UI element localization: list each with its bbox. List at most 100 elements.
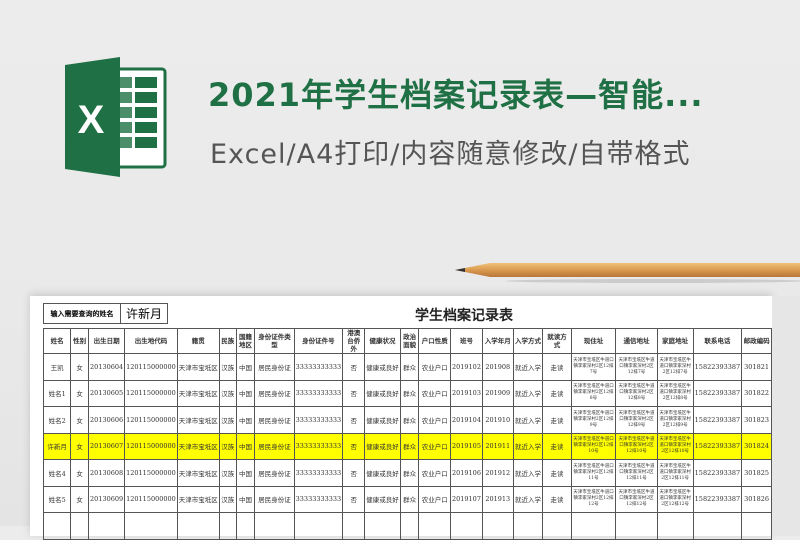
table-cell[interactable]: 天津市宝坻区牛道口镇李家深村2区12排9号 [656, 406, 694, 434]
table-cell[interactable]: 天津市宝坻区 [176, 406, 220, 434]
table-cell[interactable]: 天津市宝坻区 [176, 459, 220, 487]
table-cell[interactable]: 天津市宝坻区 [176, 485, 220, 513]
table-cell[interactable]: 健康或良好 [364, 459, 401, 487]
table-cell[interactable]: 中国 [235, 406, 256, 434]
table-cell[interactable]: 201913 [481, 485, 514, 513]
table-cell[interactable]: 20130608 [88, 459, 126, 487]
table-cell[interactable]: 33333333333 [293, 353, 344, 381]
table-cell[interactable]: 健康或良好 [364, 379, 401, 407]
table-cell[interactable]: 天津市宝坻区 [176, 353, 220, 381]
table-cell[interactable]: 301825 [741, 459, 772, 487]
table-cell[interactable]: 33333333333 [293, 459, 344, 487]
table-cell[interactable]: 301824 [741, 432, 772, 460]
table-cell[interactable]: 天津市宝坻区牛道口镇李家深村2区12排11号 [656, 459, 694, 487]
table-cell[interactable]: 群众 [399, 406, 420, 434]
table-cell[interactable]: 天津市宝坻区牛道口镇李家深村2区12排9号 [570, 406, 617, 434]
table-cell[interactable]: 否 [342, 379, 366, 407]
table-cell[interactable]: 33333333333 [293, 379, 344, 407]
table-cell[interactable]: 天津市宝坻区牛道口镇李家深村2区12排7号 [570, 353, 617, 381]
table-cell[interactable]: 居民身份证 [254, 353, 295, 381]
table-cell[interactable]: 2019105 [450, 432, 483, 460]
table-cell[interactable]: 姓名1 [42, 379, 72, 407]
table-cell[interactable]: 农业户口 [418, 353, 451, 381]
table-cell[interactable]: 120115000000 [124, 406, 178, 434]
table-cell[interactable]: 否 [342, 459, 366, 487]
table-cell[interactable]: 15822393387 [692, 406, 743, 434]
table-cell[interactable]: 120115000000 [124, 379, 178, 407]
table-cell[interactable]: 天津市宝坻区牛道口镇李家深村2区12排10号 [615, 432, 658, 460]
table-cell[interactable]: 女 [70, 485, 90, 513]
query-input[interactable]: 许新月 [125, 307, 162, 321]
table-cell[interactable]: 农业户口 [418, 379, 451, 407]
table-cell[interactable]: 姓名4 [42, 459, 72, 487]
table-cell[interactable]: 居民身份证 [254, 432, 295, 460]
table-cell[interactable]: 120115000000 [124, 353, 178, 381]
table-cell[interactable]: 居民身份证 [254, 406, 295, 434]
table-cell[interactable]: 群众 [399, 485, 420, 513]
table-cell[interactable]: 群众 [399, 432, 420, 460]
table-cell[interactable]: 201912 [481, 459, 514, 487]
table-cell[interactable]: 健康或良好 [364, 432, 401, 460]
table-cell[interactable]: 否 [342, 406, 366, 434]
table-cell[interactable]: 201908 [481, 353, 514, 381]
table-cell[interactable]: 120115000000 [124, 459, 178, 487]
table-cell[interactable]: 301821 [741, 353, 772, 381]
table-cell[interactable]: 15822393387 [692, 432, 743, 460]
table-cell[interactable]: 20130604 [88, 353, 126, 381]
table-cell[interactable]: 否 [342, 432, 366, 460]
table-cell[interactable]: 姓名5 [42, 485, 72, 513]
table-cell[interactable]: 汉族 [218, 459, 237, 487]
table-cell[interactable]: 15822393387 [692, 485, 743, 513]
table-cell[interactable]: 中国 [235, 432, 256, 460]
table-cell[interactable]: 33333333333 [293, 432, 344, 460]
table-cell[interactable]: 天津市宝坻区牛道口镇李家深村2区12排11号 [615, 459, 658, 487]
table-cell[interactable]: 就近入学 [512, 353, 544, 381]
table-cell[interactable]: 天津市宝坻区牛道口镇李家深村2区12排8号 [570, 379, 617, 407]
table-cell[interactable]: 走读 [542, 353, 572, 381]
table-cell[interactable]: 就近入学 [512, 485, 544, 513]
table-cell[interactable]: 居民身份证 [254, 459, 295, 487]
table-cell[interactable]: 健康或良好 [364, 353, 401, 381]
table-cell[interactable]: 居民身份证 [254, 379, 295, 407]
table-cell[interactable]: 天津市宝坻区牛道口镇李家深村2区12排12号 [570, 485, 617, 513]
table-cell[interactable]: 15822393387 [692, 459, 743, 487]
table-cell[interactable]: 天津市宝坻区牛道口镇李家深村2区12排11号 [570, 459, 617, 487]
table-cell[interactable]: 20130605 [88, 379, 126, 407]
table-cell[interactable]: 天津市宝坻区 [176, 432, 220, 460]
table-cell[interactable]: 健康或良好 [364, 406, 401, 434]
table-cell[interactable]: 群众 [399, 353, 420, 381]
table-cell[interactable]: 301823 [741, 406, 772, 434]
table-cell[interactable]: 33333333333 [293, 485, 344, 513]
table-cell[interactable]: 群众 [399, 379, 420, 407]
table-cell[interactable]: 天津市宝坻区 [176, 379, 220, 407]
table-cell[interactable]: 中国 [235, 459, 256, 487]
table-cell[interactable]: 农业户口 [418, 406, 451, 434]
table-cell[interactable]: 天津市宝坻区牛道口镇李家深村2区12排8号 [615, 379, 658, 407]
table-cell[interactable]: 2019107 [450, 485, 483, 513]
table-cell[interactable]: 天津市宝坻区牛道口镇李家深村2区12排7号 [656, 353, 694, 381]
table-cell[interactable]: 姓名2 [42, 406, 72, 434]
table-cell[interactable]: 301826 [741, 485, 772, 513]
table-cell[interactable]: 120115000000 [124, 485, 178, 513]
table-cell[interactable]: 许新月 [42, 432, 72, 460]
table-cell[interactable]: 汉族 [218, 406, 237, 434]
table-cell[interactable]: 走读 [542, 485, 572, 513]
table-cell[interactable]: 2019106 [450, 459, 483, 487]
table-cell[interactable]: 201909 [481, 379, 514, 407]
table-cell[interactable]: 120115000000 [124, 432, 178, 460]
table-cell[interactable]: 否 [342, 353, 366, 381]
table-cell[interactable]: 15822393387 [692, 353, 743, 381]
table-cell[interactable]: 20130609 [88, 485, 126, 513]
table-cell[interactable]: 天津市宝坻区牛道口镇李家深村2区12排7号 [615, 353, 658, 381]
table-cell[interactable]: 就近入学 [512, 432, 544, 460]
table-cell[interactable]: 群众 [399, 459, 420, 487]
table-cell[interactable]: 天津市宝坻区牛道口镇李家深村2区12排8号 [656, 379, 694, 407]
table-cell[interactable]: 女 [70, 379, 90, 407]
table-cell[interactable]: 居民身份证 [254, 485, 295, 513]
table-cell[interactable]: 中国 [235, 353, 256, 381]
table-cell[interactable]: 天津市宝坻区牛道口镇李家深村2区12排10号 [656, 432, 694, 460]
table-cell[interactable]: 走读 [542, 379, 572, 407]
table-cell[interactable]: 就近入学 [512, 379, 544, 407]
table-cell[interactable]: 女 [70, 459, 90, 487]
table-cell[interactable]: 天津市宝坻区牛道口镇李家深村2区12排10号 [570, 432, 617, 460]
